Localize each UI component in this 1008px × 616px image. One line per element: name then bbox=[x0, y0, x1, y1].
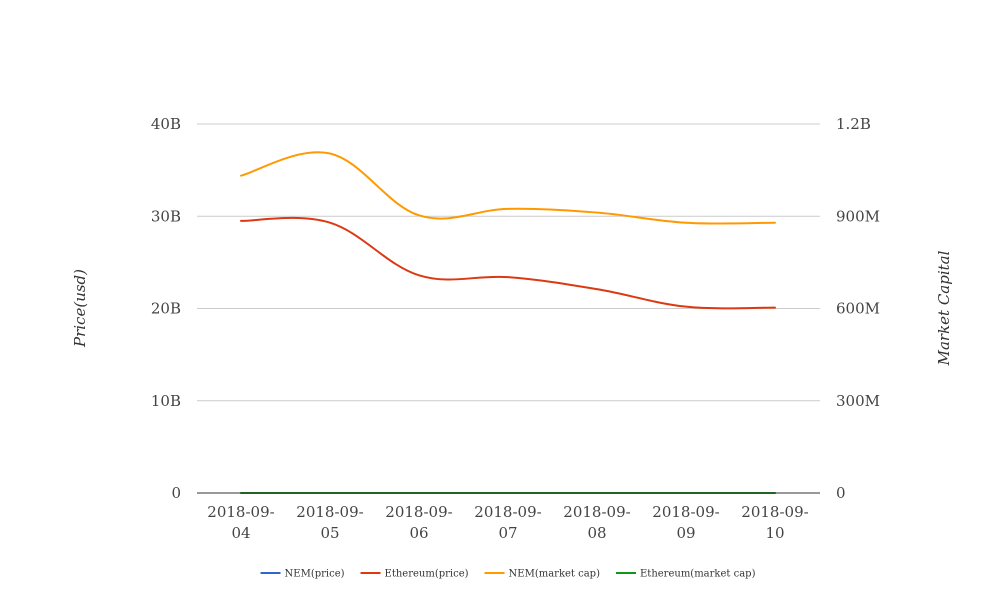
left-tick-label: 30B bbox=[151, 207, 181, 225]
right-tick-label: 300M bbox=[836, 392, 880, 410]
x-tick-label: 2018-09-09 bbox=[652, 503, 719, 542]
right-tick-label: 1.2B bbox=[836, 115, 871, 133]
legend-item[interactable]: NEM(market cap) bbox=[484, 569, 601, 580]
x-tick-label: 2018-09-10 bbox=[741, 503, 808, 542]
right-tick-label: 600M bbox=[836, 300, 880, 318]
series-line-ethereum-price bbox=[240, 216, 776, 310]
series-lines bbox=[240, 151, 776, 495]
legend-label: NEM(market cap) bbox=[509, 569, 601, 580]
left-tick-label: 20B bbox=[151, 300, 181, 318]
x-axis-ticks: 2018-09-04 2018-09-05 2018-09-06 2018-09-07… bbox=[207, 503, 808, 542]
left-axis-title: Price(usd) bbox=[71, 269, 89, 348]
right-axis-title: Market Capital bbox=[935, 250, 953, 366]
right-y-axis-ticks: 0 300M 600M 900M 1.2B bbox=[836, 115, 880, 502]
x-tick-label: 2018-09-08 bbox=[563, 503, 630, 542]
legend-label: Ethereum(market cap) bbox=[640, 569, 756, 580]
left-tick-label: 10B bbox=[151, 392, 181, 410]
left-tick-label: 0 bbox=[171, 484, 181, 502]
x-tick-label: 2018-09-07 bbox=[474, 503, 541, 542]
legend-label: Ethereum(price) bbox=[385, 569, 469, 580]
legend-label: NEM(price) bbox=[285, 569, 345, 580]
gridlines bbox=[197, 123, 820, 402]
legend: NEM(price) Ethereum(price) NEM(market cap)… bbox=[260, 569, 756, 580]
x-tick-label: 2018-09-06 bbox=[385, 503, 452, 542]
x-tick-label: 2018-09-05 bbox=[296, 503, 363, 542]
right-tick-label: 900M bbox=[836, 207, 880, 225]
right-tick-label: 0 bbox=[836, 484, 846, 502]
x-tick-label: 2018-09-04 bbox=[207, 503, 274, 542]
legend-item[interactable]: NEM(price) bbox=[260, 569, 345, 580]
legend-item[interactable]: Ethereum(price) bbox=[360, 569, 469, 580]
series-line-nem-market-cap bbox=[240, 151, 776, 225]
legend-item[interactable]: Ethereum(market cap) bbox=[616, 569, 756, 580]
left-y-axis-ticks: 0 10B 20B 30B 40B bbox=[151, 115, 181, 502]
left-tick-label: 40B bbox=[151, 115, 181, 133]
